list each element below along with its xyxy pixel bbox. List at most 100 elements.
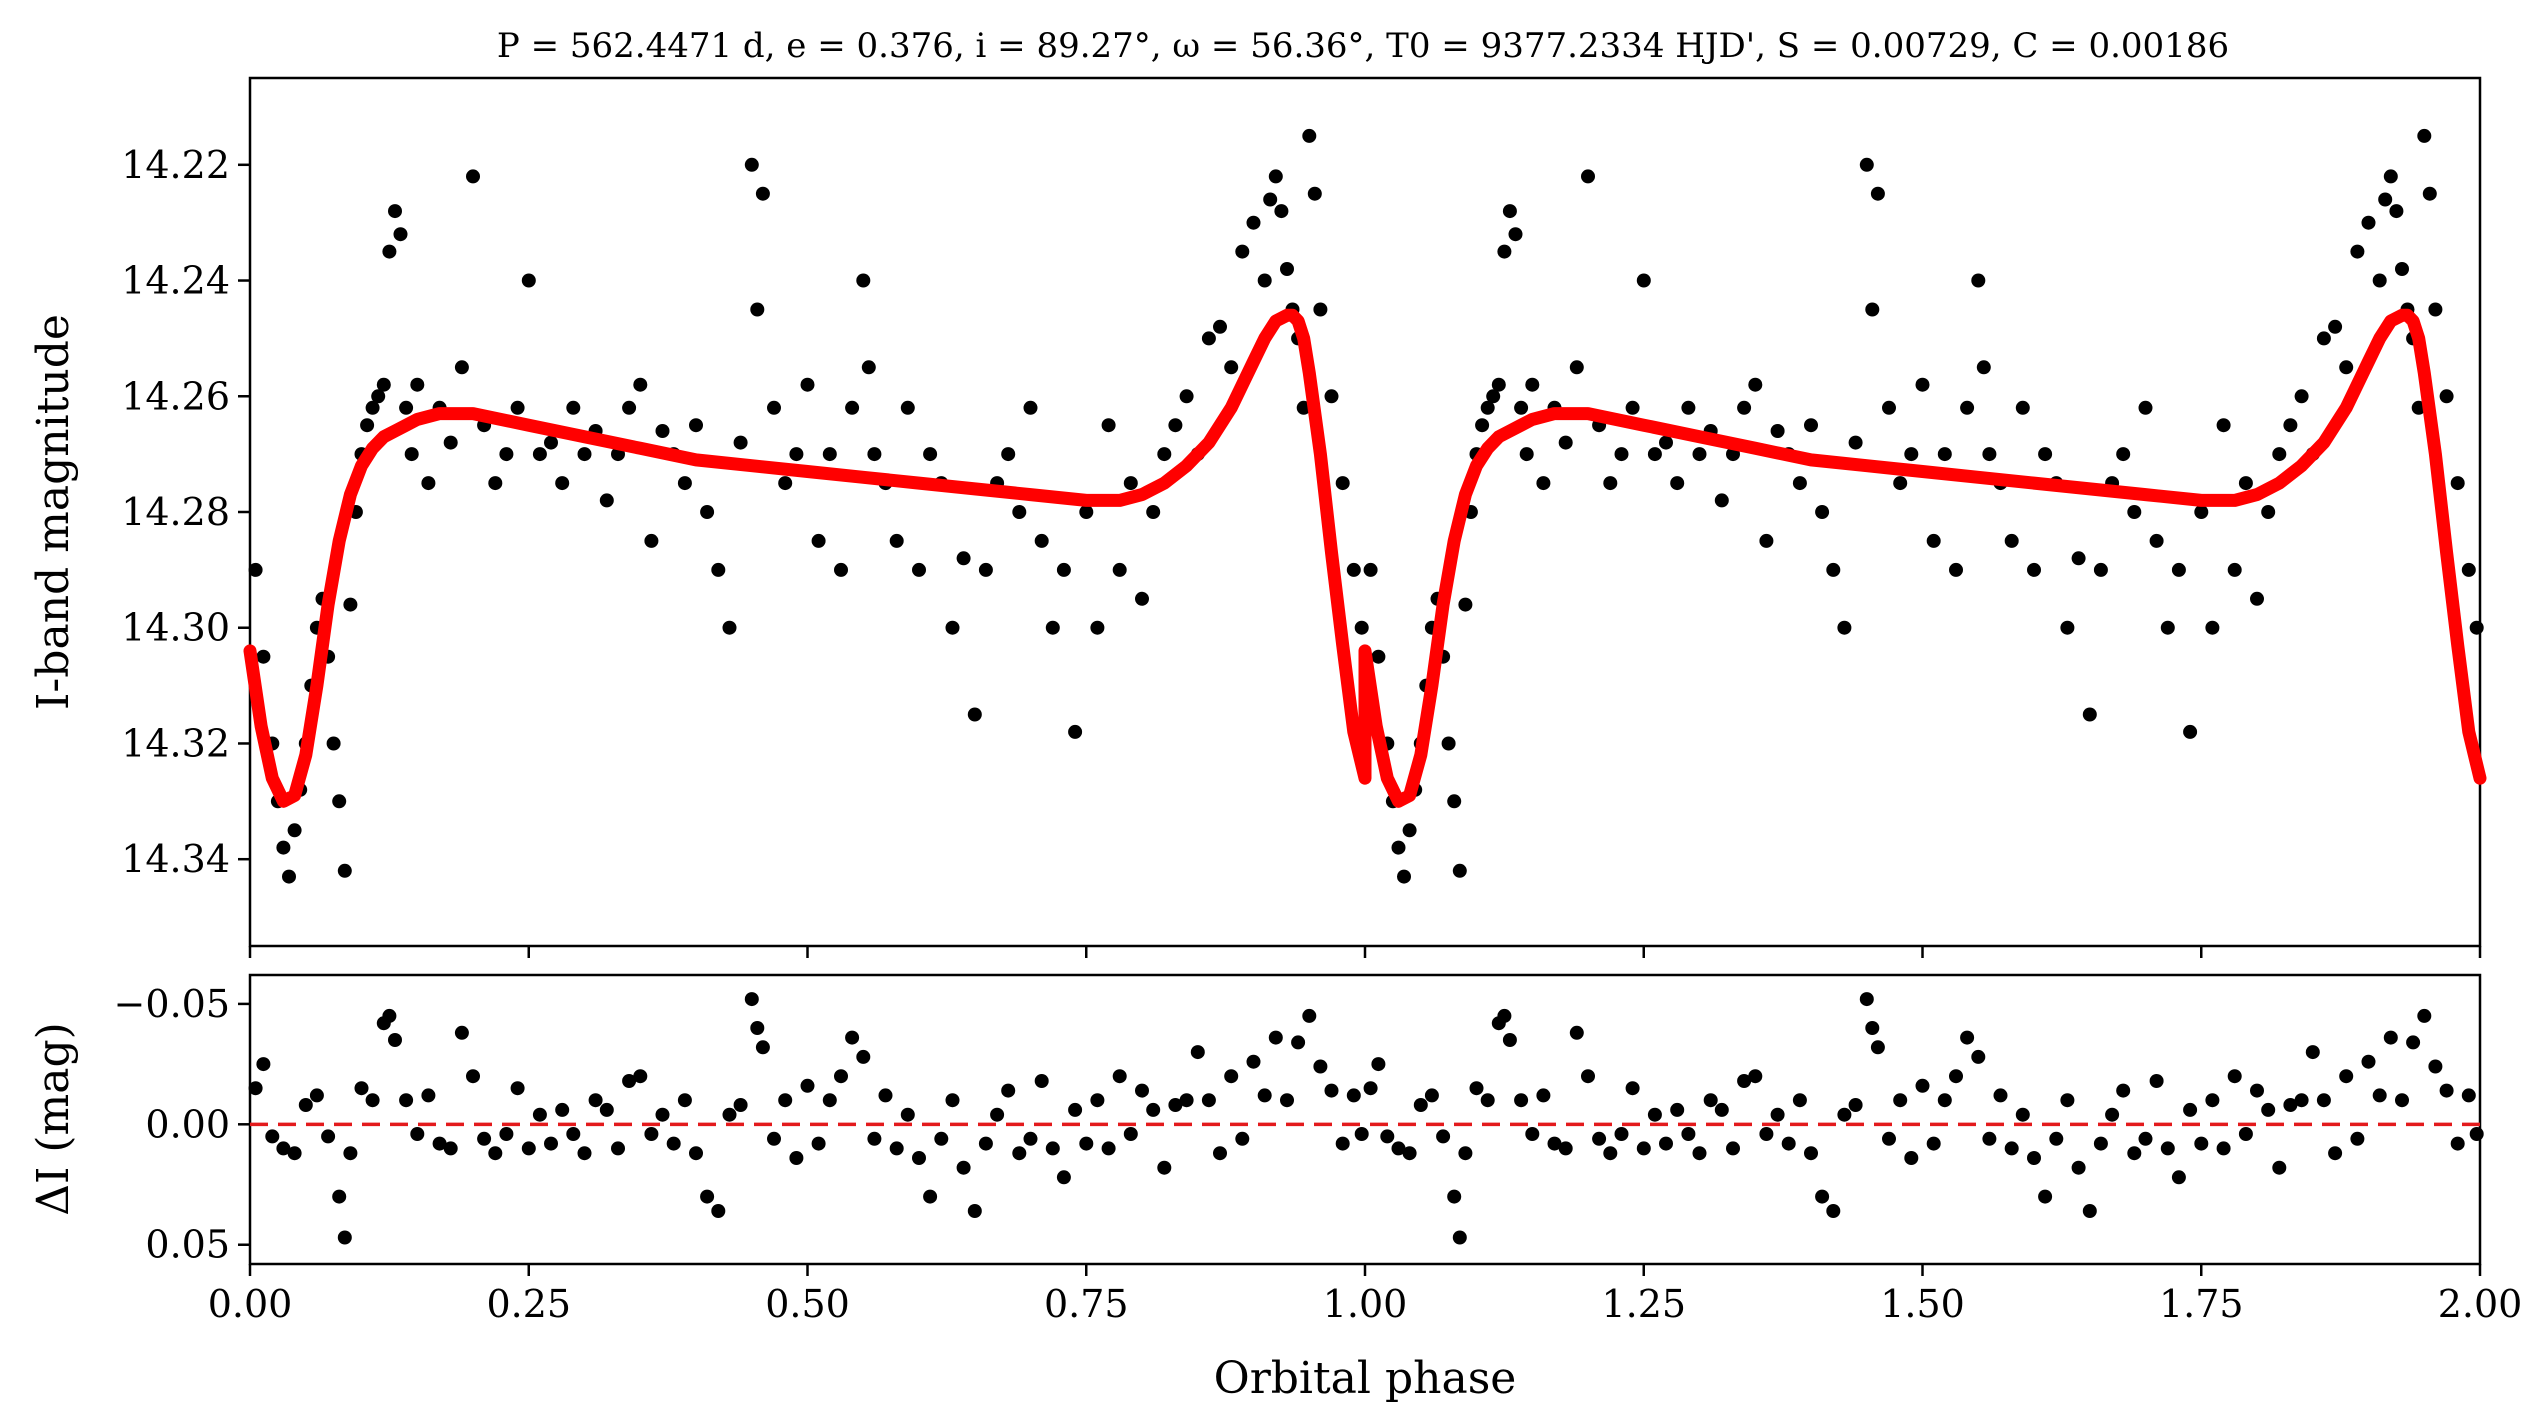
data-point [2361, 215, 2376, 230]
residual-point [1246, 1054, 1261, 1069]
residual-point [1625, 1081, 1640, 1096]
residual-point [1257, 1088, 1272, 1103]
residual-point [2216, 1141, 2231, 1156]
data-point [332, 794, 347, 809]
y-tick-label: 14.30 [121, 606, 230, 650]
data-point [2389, 204, 2404, 219]
residual-point [1703, 1093, 1718, 1108]
data-point [2339, 360, 2354, 375]
residual-point [544, 1136, 558, 1151]
residual-point [1079, 1136, 1094, 1151]
residual-point [2350, 1131, 2365, 1146]
residual-point [1926, 1136, 1941, 1151]
residual-point [1201, 1093, 1216, 1108]
residual-point [1380, 1129, 1395, 1144]
residual-point [532, 1107, 547, 1122]
residual-point [1815, 1189, 1830, 1204]
residual-point [789, 1151, 804, 1165]
data-point [1971, 273, 1986, 288]
residual-point [1670, 1102, 1685, 1117]
residual-point [1681, 1127, 1696, 1141]
residual-point [2171, 1170, 2186, 1185]
residual-point [978, 1136, 993, 1151]
data-point [1558, 435, 1573, 450]
residual-point [2339, 1069, 2354, 1084]
residual-point [2250, 1083, 2264, 1098]
data-point [1224, 360, 1239, 375]
residual-point [2071, 1160, 2086, 1175]
data-point [2004, 533, 2019, 548]
residual-point [1837, 1107, 1852, 1122]
residual-point [2305, 1045, 2320, 1060]
data-point [800, 377, 815, 392]
residual-point [889, 1141, 904, 1156]
residuals-y-axis-label: ΔI (mag) [28, 1022, 79, 1216]
residual-point [1547, 1136, 1562, 1151]
data-point [2395, 262, 2409, 276]
residual-point [1112, 1069, 1127, 1084]
data-point [2060, 620, 2075, 635]
residual-point [1692, 1146, 1707, 1161]
residual-point [1865, 1021, 1880, 1035]
residual-point [365, 1093, 380, 1108]
residual-point [2383, 1030, 2398, 1045]
data-point [1982, 447, 1997, 462]
data-point [633, 377, 648, 392]
residual-point [2027, 1151, 2041, 1165]
residual-point [577, 1146, 592, 1161]
data-point [1179, 389, 1194, 404]
data-point [2283, 418, 2298, 433]
data-point [755, 186, 770, 201]
y-tick-label: 14.22 [121, 143, 230, 187]
residual-point [1354, 1127, 1369, 1141]
data-point [282, 869, 296, 884]
residual-point [1402, 1146, 1417, 1161]
residual-point [1569, 1025, 1584, 1040]
data-point [1870, 186, 1885, 201]
data-point [1458, 597, 1473, 612]
residual-point [309, 1088, 324, 1103]
data-point [1659, 435, 1673, 450]
y-tick-label: −0.05 [114, 982, 230, 1026]
residual-point [1346, 1088, 1361, 1103]
residual-point [1123, 1127, 1138, 1141]
data-point [1068, 724, 1083, 739]
residual-point [1480, 1093, 1495, 1108]
data-point [2250, 591, 2264, 606]
data-point [1502, 204, 1517, 219]
residual-point [2283, 1098, 2298, 1112]
data-point [1603, 476, 1618, 491]
data-point [1280, 262, 1294, 276]
residual-point [2160, 1141, 2175, 1156]
data-point [1692, 447, 1707, 462]
residual-point [454, 1025, 469, 1040]
data-point [1581, 169, 1595, 184]
data-point [248, 562, 263, 577]
data-point [2439, 389, 2454, 404]
data-point [2138, 400, 2153, 415]
residual-point [2038, 1189, 2053, 1204]
data-point [622, 400, 637, 415]
data-point [2116, 447, 2131, 462]
data-point [1101, 418, 1116, 433]
y-tick-label: 0.00 [145, 1102, 230, 1146]
residual-point [867, 1131, 882, 1146]
residual-point [2205, 1093, 2220, 1108]
residual-point [878, 1088, 893, 1103]
residual-point [2261, 1102, 2276, 1117]
data-point [2038, 447, 2053, 462]
residual-point [1090, 1093, 1105, 1108]
data-point [867, 447, 882, 462]
residual-point [298, 1098, 313, 1112]
data-point [2160, 620, 2175, 635]
residual-point [633, 1069, 648, 1084]
data-point [1447, 794, 1462, 809]
residual-point [767, 1131, 781, 1146]
data-point [2183, 724, 2198, 739]
residual-point [1034, 1074, 1049, 1088]
data-point [1397, 869, 1411, 884]
data-point [778, 476, 793, 491]
data-point [1625, 400, 1640, 415]
residual-point [2116, 1083, 2131, 1098]
